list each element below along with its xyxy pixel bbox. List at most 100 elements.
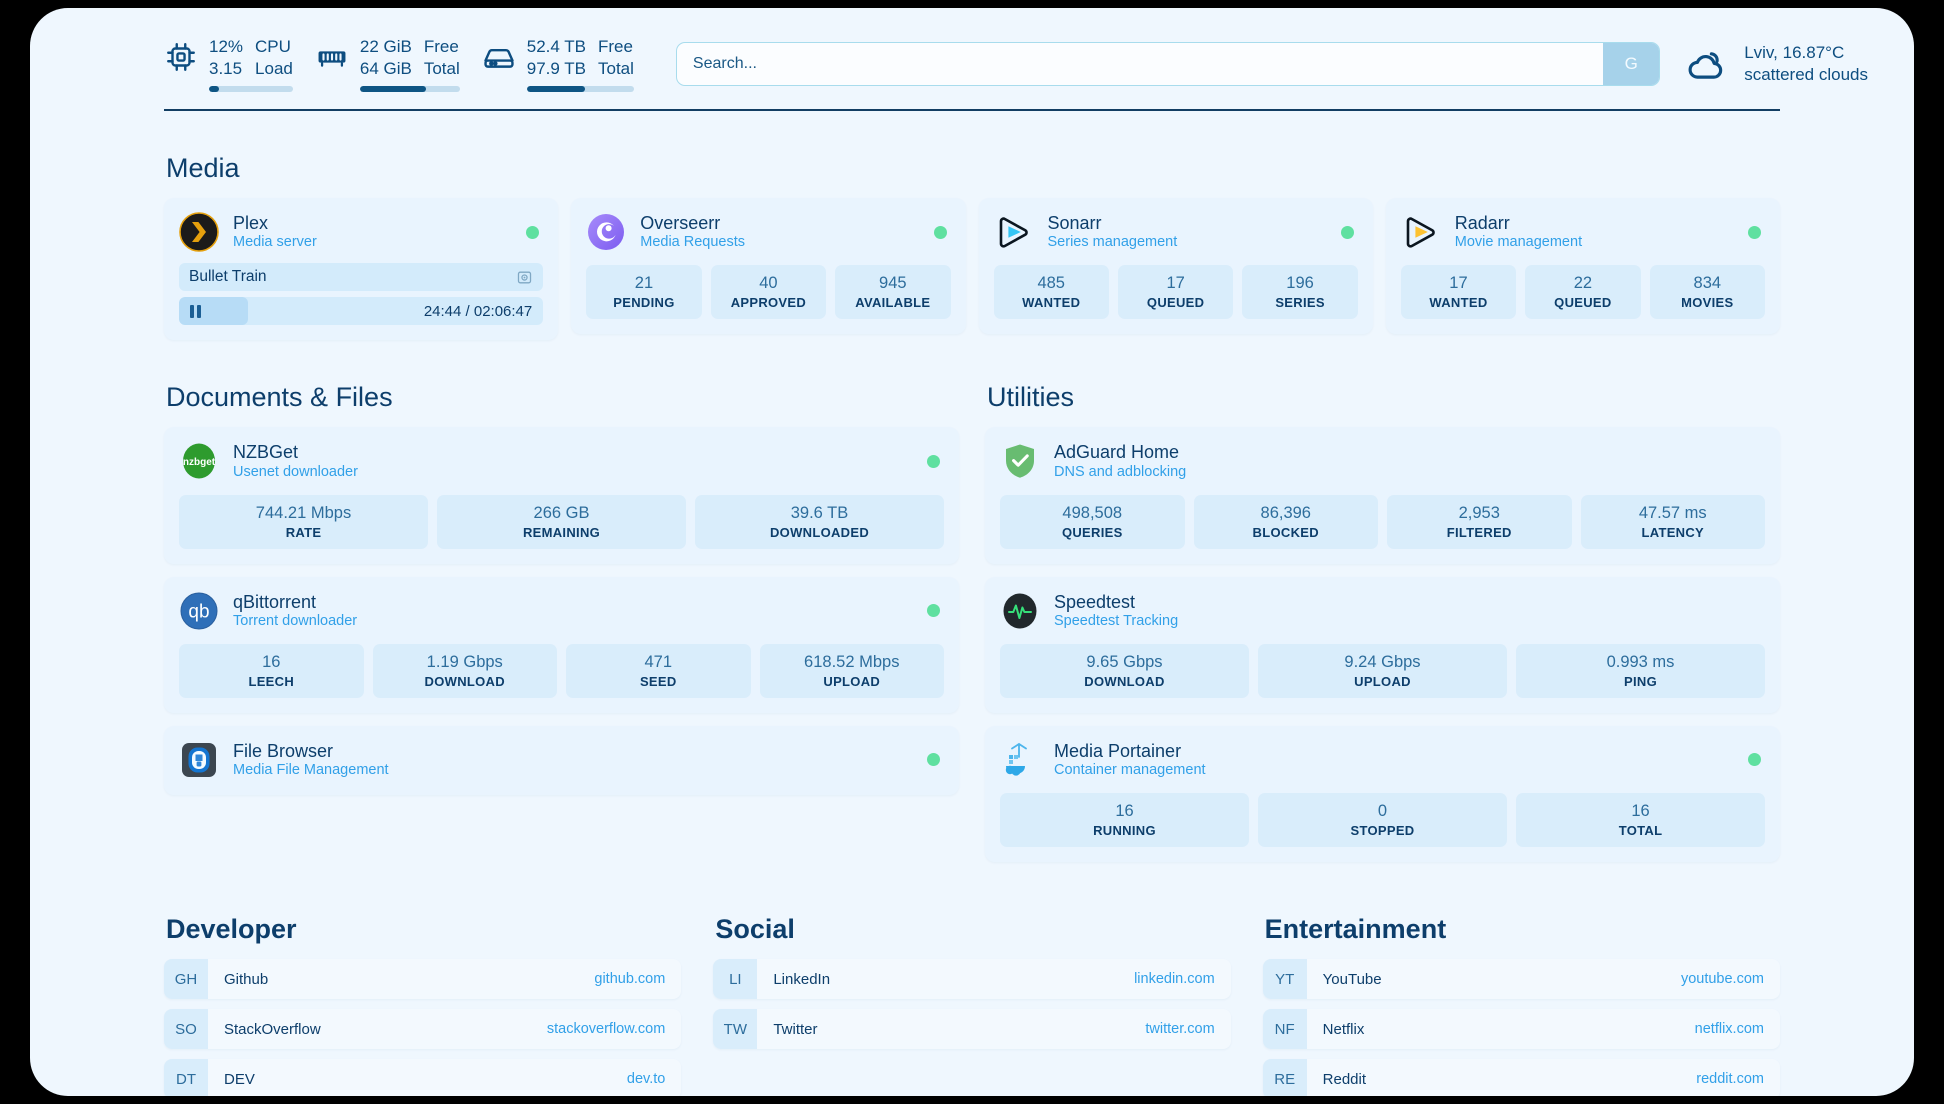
service-name: qBittorrent	[233, 591, 317, 612]
stat-tile[interactable]: 618.52 Mbps UPLOAD	[759, 643, 944, 698]
stat-tile[interactable]: 16 RUNNING	[1000, 793, 1249, 848]
bookmark-url: netflix.com	[1694, 1021, 1764, 1038]
tile-value: 2,953	[1458, 503, 1500, 522]
tile-value: 16	[1631, 802, 1650, 821]
service-card[interactable]: File Browser Media File Management	[164, 725, 959, 796]
stat-value-top: 22 GiB	[359, 36, 412, 56]
tile-label: SERIES	[1275, 295, 1325, 311]
stat-tile[interactable]: 498,508 QUERIES	[1000, 494, 1185, 549]
stat-tile[interactable]: 17 QUEUED	[1117, 265, 1234, 320]
qbittorrent-icon: qb	[179, 591, 219, 631]
stat-tile[interactable]: 39.6 TB DOWNLOADED	[695, 494, 944, 549]
weather-widget: Lviv, 16.87°C scattered clouds	[1686, 42, 1884, 86]
utilities-column: Utilities AdGuard Home DNS and adblockin…	[985, 340, 1780, 863]
bookmark-name: StackOverflow	[224, 1020, 321, 1038]
bookmark-item[interactable]: NF Netflix netflix.com	[1262, 1009, 1780, 1050]
stat-tile[interactable]: 17 WANTED	[1400, 265, 1517, 320]
stat-tile[interactable]: 1.19 Gbps DOWNLOAD	[372, 643, 557, 698]
memory-icon	[315, 40, 349, 74]
bookmark-item[interactable]: YT YouTube youtube.com	[1262, 959, 1780, 1000]
stat-tile[interactable]: 485 WANTED	[993, 265, 1109, 320]
bookmark-item[interactable]: RE Reddit reddit.com	[1262, 1059, 1780, 1096]
stat-tile[interactable]: 266 GB REMAINING	[437, 494, 686, 549]
stat-tile[interactable]: 16 LEECH	[179, 643, 364, 698]
service-card[interactable]: Overseerr Media Requests 21 PENDING 40 A…	[571, 198, 966, 335]
stat-tile[interactable]: 21 PENDING	[586, 265, 702, 320]
stat-value-top: 52.4 TB	[526, 36, 586, 56]
section-title-media: Media	[166, 153, 240, 183]
stat-tile[interactable]: 16 TOTAL	[1516, 793, 1765, 848]
tile-value: 40	[759, 274, 778, 293]
service-card[interactable]: Media Portainer Container management 16 …	[985, 725, 1780, 863]
stat-label-top: CPU	[255, 36, 291, 56]
stat-tile[interactable]: 471 SEED	[566, 643, 751, 698]
stat-tile[interactable]: 945 AVAILABLE	[835, 265, 951, 320]
bookmark-name: DEV	[224, 1070, 255, 1088]
tile-value: 196	[1286, 274, 1314, 293]
stat-tile[interactable]: 86,396 BLOCKED	[1193, 494, 1378, 549]
search-bar[interactable]: G	[675, 42, 1661, 86]
bookmarks: Developer GH Github github.com SO StackO…	[164, 914, 1780, 1096]
stat-value-bottom: 3.15	[209, 58, 243, 78]
system-stat: 12% 3.15 CPU Load	[164, 36, 293, 93]
stat-tile[interactable]: 744.21 Mbps RATE	[179, 494, 428, 549]
tile-value: 0.993 ms	[1606, 652, 1675, 671]
stat-tile[interactable]: 9.24 Gbps UPLOAD	[1258, 643, 1507, 698]
bookmark-item[interactable]: GH Github github.com	[164, 959, 682, 1000]
stat-tiles: 16 LEECH 1.19 Gbps DOWNLOAD 471 SEED 618…	[179, 643, 944, 698]
service-card[interactable]: Sonarr Series management 485 WANTED 17 Q…	[978, 198, 1373, 335]
stat-tile[interactable]: 40 APPROVED	[710, 265, 827, 320]
bookmark-abbr: DT	[164, 1059, 208, 1096]
tile-value: 22	[1573, 274, 1593, 293]
weather-condition: scattered clouds	[1744, 65, 1868, 84]
stat-tile[interactable]: 0 STOPPED	[1258, 793, 1507, 848]
bookmark-item[interactable]: TW Twitter twitter.com	[713, 1009, 1231, 1050]
tile-label: MOVIES	[1681, 295, 1734, 311]
stat-tile[interactable]: 47.57 ms LATENCY	[1580, 494, 1765, 549]
stat-tile[interactable]: 22 QUEUED	[1525, 265, 1641, 320]
service-name: Speedtest	[1054, 591, 1136, 612]
stat-tile[interactable]: 2,953 FILTERED	[1387, 494, 1572, 549]
bookmark-group: Social LI LinkedIn linkedin.com TW Twitt…	[713, 914, 1231, 1096]
service-card[interactable]: qb qBittorrent Torrent downloader 16 LEE…	[164, 576, 959, 713]
bookmark-url: reddit.com	[1696, 1071, 1764, 1088]
player-progress-bar[interactable]: 24:44 / 02:06:47	[179, 297, 544, 326]
stat-tiles: 21 PENDING 40 APPROVED 945 AVAILABLE	[586, 265, 951, 320]
pause-icon[interactable]	[190, 304, 201, 318]
stat-value-bottom: 64 GiB	[359, 58, 412, 78]
service-name: File Browser	[233, 740, 334, 761]
status-indicator-online	[526, 225, 540, 239]
service-card[interactable]: Plex Media server Bullet Train 24:44 / 0…	[164, 198, 559, 341]
bookmark-item[interactable]: SO StackOverflow stackoverflow.com	[164, 1009, 682, 1050]
stat-tile[interactable]: 0.993 ms PING	[1516, 643, 1765, 698]
content: Media Plex Media server Bullet Train 24:…	[30, 153, 1914, 1096]
tile-label: DOWNLOAD	[1084, 673, 1165, 689]
stat-label-bottom: Load	[255, 58, 293, 78]
tile-value: 86,396	[1260, 503, 1311, 522]
status-indicator-online	[1748, 753, 1761, 767]
bookmark-item[interactable]: DT DEV dev.to	[164, 1059, 682, 1096]
stat-tiles: 485 WANTED 17 QUEUED 196 SERIES	[993, 265, 1358, 320]
search-submit-button[interactable]: G	[1603, 43, 1660, 85]
adguard-icon	[1000, 441, 1040, 481]
stat-tile[interactable]: 9.65 Gbps DOWNLOAD	[1000, 643, 1249, 698]
stat-tile[interactable]: 834 MOVIES	[1649, 265, 1766, 320]
bookmark-item[interactable]: LI LinkedIn linkedin.com	[713, 959, 1231, 1000]
service-card[interactable]: Speedtest Speedtest Tracking 9.65 Gbps D…	[985, 576, 1780, 713]
bookmark-url: twitter.com	[1145, 1021, 1215, 1038]
svg-text:qb: qb	[188, 601, 209, 622]
service-card[interactable]: nzbget NZBGet Usenet downloader 744.21 M…	[164, 427, 959, 564]
section-title-utilities: Utilities	[987, 382, 1075, 413]
search-input[interactable]	[676, 43, 1604, 85]
stat-label-top: Free	[423, 36, 459, 56]
service-card[interactable]: AdGuard Home DNS and adblocking 498,508 …	[985, 427, 1780, 564]
system-stat: 22 GiB 64 GiB Free Total	[315, 36, 460, 93]
stat-tile[interactable]: 196 SERIES	[1242, 265, 1358, 320]
tile-value: 9.65 Gbps	[1086, 652, 1163, 671]
service-card[interactable]: Radarr Movie management 17 WANTED 22 QUE…	[1385, 198, 1780, 335]
status-indicator-online	[933, 225, 947, 239]
cast-icon[interactable]	[516, 269, 533, 286]
scattered-clouds-icon	[1686, 43, 1728, 85]
weather-location-temp: Lviv, 16.87°C	[1744, 42, 1845, 62]
bookmark-url: youtube.com	[1680, 971, 1764, 988]
